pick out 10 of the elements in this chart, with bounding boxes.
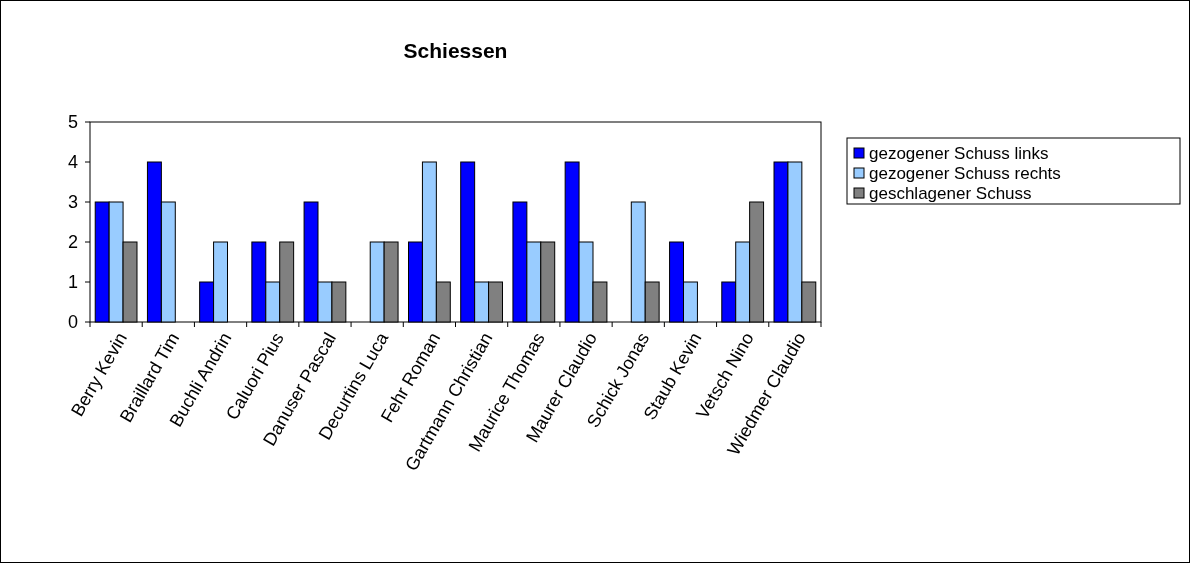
legend-label: geschlagener Schuss: [869, 183, 1032, 203]
chart-title: Schiessen: [403, 39, 508, 62]
y-tick-label: 2: [67, 232, 78, 253]
legend-label: gezogener Schuss rechts: [869, 163, 1061, 183]
legend-label: gezogener Schuss links: [869, 143, 1049, 163]
y-tick-label: 0: [67, 312, 78, 333]
y-tick-label: 4: [67, 152, 78, 173]
y-tick-label: 5: [67, 112, 78, 133]
y-tick-label: 3: [67, 192, 78, 213]
y-tick-label: 1: [67, 272, 78, 293]
